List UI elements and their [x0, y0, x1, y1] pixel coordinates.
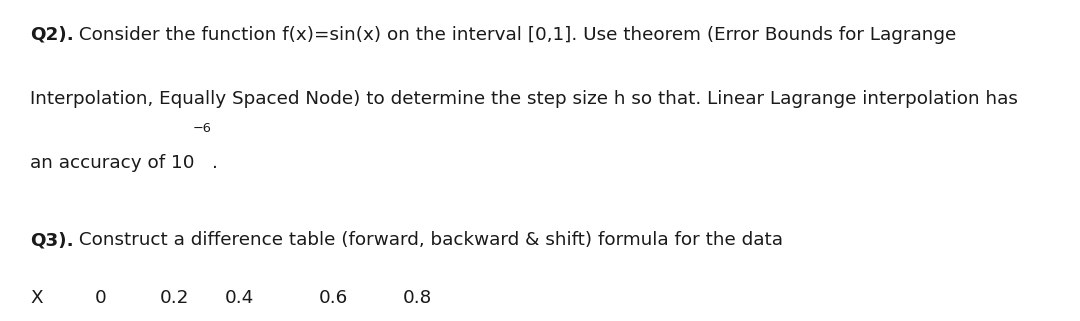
- Text: an accuracy of 10: an accuracy of 10: [30, 154, 194, 172]
- Text: 0.6: 0.6: [319, 289, 348, 307]
- Text: X: X: [30, 289, 43, 307]
- Text: 0.4: 0.4: [225, 289, 254, 307]
- Text: Q2).: Q2).: [30, 26, 75, 44]
- Text: Q3).: Q3).: [30, 231, 73, 249]
- Text: Consider the function f(x)=sin(x) on the interval [0,1]. Use theorem (Error Boun: Consider the function f(x)=sin(x) on the…: [73, 26, 957, 44]
- Text: 0.2: 0.2: [160, 289, 189, 307]
- Text: Construct a difference table (forward, backward & shift) formula for the data: Construct a difference table (forward, b…: [73, 231, 783, 249]
- Text: −6: −6: [192, 122, 211, 135]
- Text: 0.8: 0.8: [403, 289, 432, 307]
- Text: Interpolation, Equally Spaced Node) to determine the step size h so that. Linear: Interpolation, Equally Spaced Node) to d…: [30, 90, 1018, 108]
- Text: .: .: [212, 154, 217, 172]
- Text: 0: 0: [95, 289, 107, 307]
